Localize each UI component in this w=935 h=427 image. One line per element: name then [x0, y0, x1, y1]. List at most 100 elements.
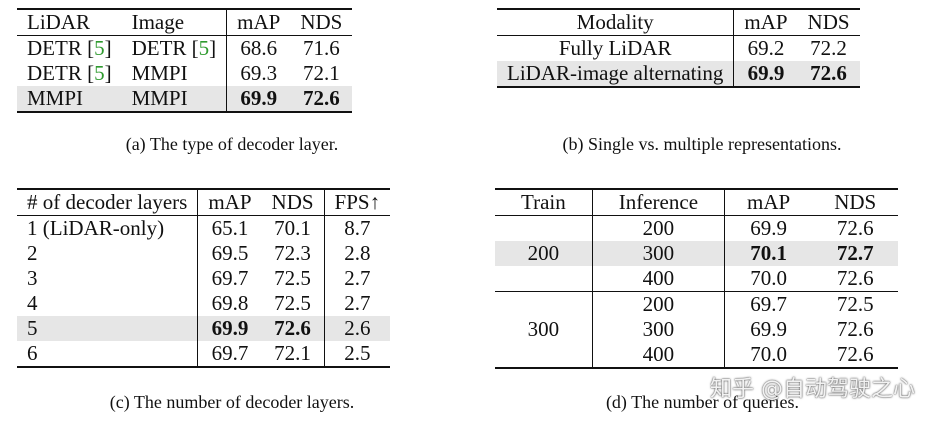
cell-inference: 400 [592, 342, 726, 368]
cell-nds: 72.7 [812, 241, 899, 266]
cell-layers: 2 [17, 241, 199, 266]
table-row: DETR [5] MMPI 69.3 72.1 [17, 61, 352, 86]
table-row: 200 69.9 72.6 [495, 215, 898, 241]
cell-nds: 72.5 [261, 291, 325, 316]
header-map: mAP [744, 10, 788, 34]
citation-link[interactable]: 5 [198, 36, 210, 60]
table-row-highlighted: 200 300 70.1 72.7 [495, 241, 899, 266]
cell-fps: 2.6 [324, 316, 391, 341]
cell-image: MMPI [121, 86, 228, 112]
cell-train-empty [495, 266, 593, 292]
cell-train: 200 [495, 241, 593, 266]
cell-map: 69.9 [197, 316, 262, 341]
cell-map: 69.2 [747, 36, 785, 60]
caption-b: (b) Single vs. multiple representations. [562, 134, 842, 154]
cell-inference: 400 [592, 266, 726, 292]
cell-lidar: DETR [5] [27, 61, 112, 85]
cell-nds: 72.2 [810, 36, 847, 60]
header-modality: Modality [497, 9, 735, 36]
table-row-highlighted: MMPI MMPI 69.9 72.6 [17, 86, 353, 112]
cell-nds: 72.5 [261, 266, 325, 291]
cell-map: 69.9 [226, 86, 291, 112]
header-lidar: LiDAR [27, 10, 90, 34]
cell-nds: 72.6 [836, 266, 874, 290]
table-row: 3 69.7 72.5 2.7 [17, 266, 390, 291]
cell-inference: 300 [592, 317, 726, 342]
cell-modality: LiDAR-image alternating [497, 61, 735, 87]
cell-map: 70.0 [750, 342, 787, 366]
cell-nds: 72.6 [261, 316, 325, 341]
citation-link[interactable]: 5 [94, 36, 105, 60]
cell-map: 69.7 [211, 341, 249, 365]
cell-train-empty [495, 291, 593, 317]
cell-layers: 3 [17, 266, 199, 291]
header-nds: NDS [834, 190, 877, 214]
cell-map: 65.1 [211, 216, 249, 240]
cell-nds: 72.1 [302, 61, 340, 85]
cell-lidar: MMPI [17, 86, 122, 112]
header-map: mAP [237, 10, 281, 34]
table-row: 6 69.7 72.1 2.5 [17, 341, 391, 367]
table-d-panel: Train Inference mAP NDS 200 69.9 72.6 20… [495, 188, 899, 369]
cell-nds: 72.6 [290, 86, 353, 112]
cell-layers: 6 [17, 341, 199, 367]
caption-a: (a) The type of decoder layer. [125, 134, 339, 154]
cell-map: 69.7 [211, 266, 249, 290]
table-a-header-row: LiDAR Image mAP NDS [17, 9, 353, 36]
table-c: # of decoder layers mAP NDS FPS↑ 1 (LiDA… [17, 188, 391, 368]
table-a-panel: LiDAR Image mAP NDS DETR [5] DETR [5] 68… [17, 8, 353, 113]
cell-fps: 8.7 [344, 216, 371, 240]
cell-map: 69.7 [750, 292, 787, 316]
header-inference: Inference [592, 189, 726, 216]
cell-train-empty [495, 342, 593, 368]
cell-map: 69.9 [750, 317, 787, 341]
table-row-highlighted: LiDAR-image alternating 69.9 72.6 [497, 61, 860, 87]
caption-c: (c) The number of decoder layers. [109, 392, 355, 412]
cell-map: 69.5 [211, 241, 249, 265]
cell-layers: 1 (LiDAR-only) [17, 215, 199, 241]
table-row-highlighted: 5 69.9 72.6 2.6 [17, 316, 391, 341]
cell-fps: 2.5 [344, 341, 371, 365]
cell-inference: 200 [592, 291, 726, 317]
cell-map: 69.9 [733, 61, 798, 87]
header-fps: FPS↑ [334, 190, 381, 214]
cell-nds: 72.6 [836, 216, 874, 240]
table-b-header-row: Modality mAP NDS [497, 9, 860, 36]
cell-nds: 71.6 [302, 36, 340, 60]
cell-train-empty [495, 215, 593, 241]
cell-image: MMPI [121, 61, 228, 86]
cell-layers: 4 [17, 291, 199, 316]
table-row: 2 69.5 72.3 2.8 [17, 241, 390, 266]
cell-layers: 5 [17, 316, 199, 341]
header-nds: NDS [300, 10, 343, 34]
cell-map: 68.6 [240, 36, 278, 60]
cell-map: 69.9 [750, 216, 787, 240]
cell-fps: 2.7 [344, 291, 371, 315]
cell-nds: 72.6 [836, 317, 874, 341]
table-a: LiDAR Image mAP NDS DETR [5] DETR [5] 68… [17, 8, 353, 113]
citation-link[interactable]: 5 [94, 61, 105, 85]
cell-nds: 72.6 [836, 342, 874, 366]
cell-lidar: DETR [5] [27, 36, 112, 60]
watermark: 知乎 @自动驾驶之心 [710, 377, 915, 402]
cell-nds: 72.5 [836, 292, 874, 316]
cell-image: DETR [5] [121, 35, 228, 61]
table-row: 1 (LiDAR-only) 65.1 70.1 8.7 [17, 215, 390, 241]
table-d-header-row: Train Inference mAP NDS [495, 189, 899, 216]
table-row: Fully LiDAR 69.2 72.2 [497, 35, 860, 61]
cell-map: 69.8 [211, 291, 249, 315]
table-b: Modality mAP NDS Fully LiDAR 69.2 72.2 L… [497, 8, 860, 88]
table-b-panel: Modality mAP NDS Fully LiDAR 69.2 72.2 L… [497, 8, 860, 88]
cell-fps: 2.7 [344, 266, 371, 290]
cell-nds: 72.1 [261, 341, 325, 367]
cell-inference: 300 [592, 241, 726, 266]
cell-map: 70.0 [750, 266, 787, 290]
cell-modality: Fully LiDAR [497, 35, 735, 61]
table-row: 300 300 69.9 72.6 [495, 317, 898, 342]
header-nds: NDS [807, 10, 850, 34]
table-row: 200 69.7 72.5 [495, 291, 898, 317]
table-c-panel: # of decoder layers mAP NDS FPS↑ 1 (LiDA… [17, 188, 391, 368]
header-map: mAP [208, 190, 252, 214]
table-row: 400 70.0 72.6 [495, 266, 899, 292]
cell-map: 70.1 [724, 241, 813, 266]
